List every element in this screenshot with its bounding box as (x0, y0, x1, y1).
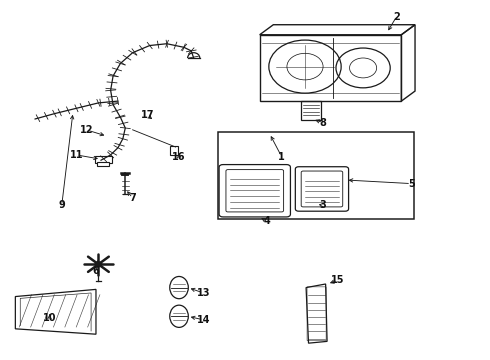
FancyBboxPatch shape (295, 167, 348, 211)
Text: 11: 11 (70, 150, 83, 160)
Text: 8: 8 (320, 118, 327, 128)
Text: 5: 5 (408, 179, 415, 189)
Text: 3: 3 (320, 200, 326, 210)
Text: 15: 15 (331, 275, 344, 285)
Text: 16: 16 (172, 152, 186, 162)
Text: 13: 13 (196, 288, 210, 298)
FancyBboxPatch shape (170, 146, 178, 155)
Text: 10: 10 (43, 313, 56, 323)
Text: 12: 12 (79, 125, 93, 135)
Text: 14: 14 (196, 315, 210, 325)
FancyBboxPatch shape (95, 156, 112, 163)
Text: 7: 7 (129, 193, 136, 203)
FancyBboxPatch shape (219, 165, 291, 217)
FancyBboxPatch shape (98, 162, 109, 166)
Text: 2: 2 (393, 12, 400, 22)
Text: 4: 4 (264, 216, 270, 226)
Text: 17: 17 (141, 111, 154, 121)
Text: 6: 6 (93, 266, 99, 276)
Text: 1: 1 (278, 152, 285, 162)
Text: 9: 9 (58, 200, 65, 210)
Circle shape (95, 262, 102, 267)
